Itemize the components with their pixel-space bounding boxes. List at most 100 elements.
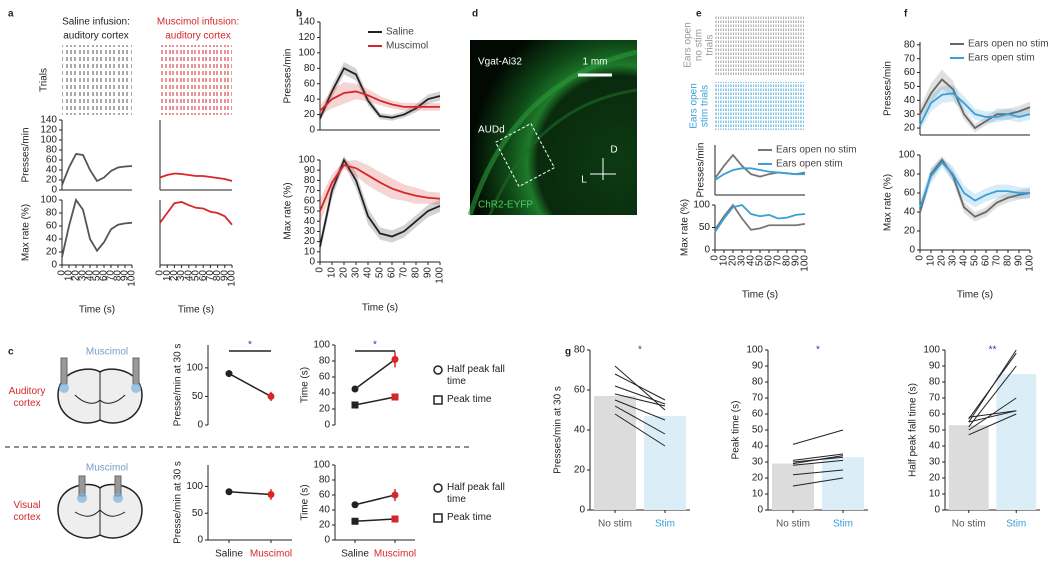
y-tick-label: 50 bbox=[192, 391, 204, 402]
x-tick-label: 40 bbox=[363, 267, 374, 279]
y-axis-label: Max rate (%) bbox=[283, 182, 294, 239]
x-tick-label: 60 bbox=[764, 255, 775, 267]
y-tick-label: 80 bbox=[752, 377, 764, 388]
y-tick-label: 30 bbox=[304, 226, 316, 237]
y-tick-label: 50 bbox=[699, 222, 711, 233]
point bbox=[225, 488, 233, 496]
y-tick-label: 0 bbox=[309, 257, 315, 268]
y-tick-label: 80 bbox=[319, 356, 331, 367]
legend-label: Ears open stim bbox=[968, 53, 1035, 64]
line bbox=[714, 167, 805, 181]
y-tick-label: 80 bbox=[574, 345, 586, 356]
x-tick-label: Stim bbox=[655, 519, 675, 530]
legend-label: Ears open no stim bbox=[776, 145, 857, 156]
raster-label: Ears open bbox=[683, 22, 694, 68]
x-tick-label: 40 bbox=[746, 255, 757, 267]
y-tick-label: 80 bbox=[304, 63, 316, 74]
line bbox=[319, 164, 441, 212]
x-tick-label: 100 bbox=[127, 270, 138, 287]
pair-line bbox=[228, 491, 272, 496]
y-tick-label: 20 bbox=[929, 473, 941, 484]
legend-swatch bbox=[433, 395, 443, 405]
y-tick-label: 140 bbox=[298, 17, 315, 28]
y-axis-label: Max rate (%) bbox=[21, 204, 32, 261]
x-tick-label: 60 bbox=[198, 270, 209, 282]
x-tick-label: 70 bbox=[205, 270, 216, 282]
point bbox=[351, 517, 359, 525]
x-tick-label: 50 bbox=[191, 270, 202, 282]
y-tick-label: 50 bbox=[929, 425, 941, 436]
pair-line bbox=[614, 365, 666, 411]
x-tick-label: 80 bbox=[411, 267, 422, 279]
y-tick-label: 100 bbox=[923, 345, 940, 356]
x-tick-label: Stim bbox=[1006, 519, 1026, 530]
legend-label: Half peak fall time bbox=[447, 364, 505, 387]
y-tick-label: 20 bbox=[752, 473, 764, 484]
y-axis-label: Time (s) bbox=[300, 367, 311, 403]
label: Muscimol bbox=[86, 347, 128, 358]
pair-line bbox=[792, 459, 844, 466]
y-tick-label: 90 bbox=[929, 361, 941, 372]
x-tick-label: No stim bbox=[952, 519, 986, 530]
x-tick-label: 0 bbox=[710, 255, 721, 261]
raster-image bbox=[62, 45, 132, 115]
y-tick-label: 0 bbox=[324, 535, 330, 546]
raster-image bbox=[715, 82, 805, 130]
region-label: Visual cortex bbox=[13, 500, 41, 523]
x-axis-label: Time (s) bbox=[362, 303, 398, 314]
raster-label: trials bbox=[705, 34, 716, 55]
y-tick-label: 60 bbox=[319, 490, 331, 501]
x-tick-label: 30 bbox=[948, 255, 959, 267]
error-band bbox=[920, 155, 1030, 222]
legend-label: Peak time bbox=[447, 394, 492, 405]
y-tick-label: 60 bbox=[929, 409, 941, 420]
y-tick-label: 60 bbox=[46, 221, 58, 232]
x-tick-label: 40 bbox=[85, 270, 96, 282]
pair-line bbox=[792, 477, 844, 487]
error-band bbox=[920, 85, 1030, 131]
error-band bbox=[320, 82, 440, 116]
y-tick-label: 80 bbox=[929, 377, 941, 388]
pair-line bbox=[614, 413, 666, 447]
x-tick-label: 30 bbox=[737, 255, 748, 267]
significance: * bbox=[248, 340, 252, 351]
line bbox=[919, 92, 1031, 126]
x-tick-label: Saline bbox=[341, 549, 369, 560]
x-axis-label: Time (s) bbox=[742, 290, 778, 301]
y-axis-label: Presse/min at 30 s bbox=[173, 344, 184, 427]
raster-image bbox=[715, 15, 805, 75]
y-tick-label: 0 bbox=[51, 260, 57, 271]
x-tick-label: 100 bbox=[227, 270, 238, 287]
bar bbox=[948, 425, 989, 510]
y-tick-label: 80 bbox=[304, 175, 316, 186]
y-tick-label: 50 bbox=[192, 508, 204, 519]
y-tick-label: 90 bbox=[752, 361, 764, 372]
x-tick-label: 30 bbox=[78, 270, 89, 282]
pair-line bbox=[354, 518, 396, 522]
x-tick-label: 10 bbox=[926, 255, 937, 267]
y-tick-label: 50 bbox=[304, 206, 316, 217]
pair-line bbox=[968, 352, 1017, 420]
legend-label: Ears open stim bbox=[776, 159, 843, 170]
y-tick-label: 0 bbox=[197, 420, 203, 431]
x-tick-label: 100 bbox=[1025, 255, 1036, 272]
y-tick-label: 30 bbox=[904, 109, 916, 120]
line bbox=[61, 197, 133, 258]
pair-line bbox=[614, 385, 666, 405]
x-tick-label: 40 bbox=[183, 270, 194, 282]
y-tick-label: 60 bbox=[904, 188, 916, 199]
panel-label: b bbox=[296, 9, 302, 20]
y-tick-label: 20 bbox=[574, 465, 586, 476]
label: auditory cortex bbox=[63, 31, 129, 42]
line bbox=[159, 172, 233, 182]
y-tick-label: 40 bbox=[904, 207, 916, 218]
y-axis-label: Presses/min bbox=[696, 142, 707, 197]
brain-schematic bbox=[57, 368, 143, 539]
significance: * bbox=[373, 340, 377, 351]
point bbox=[391, 515, 399, 523]
x-tick-label: 10 bbox=[162, 270, 173, 282]
panel-label: f bbox=[904, 9, 908, 20]
y-axis-label: Peak time (s) bbox=[731, 401, 742, 460]
x-tick-label: 60 bbox=[387, 267, 398, 279]
line bbox=[319, 90, 440, 112]
